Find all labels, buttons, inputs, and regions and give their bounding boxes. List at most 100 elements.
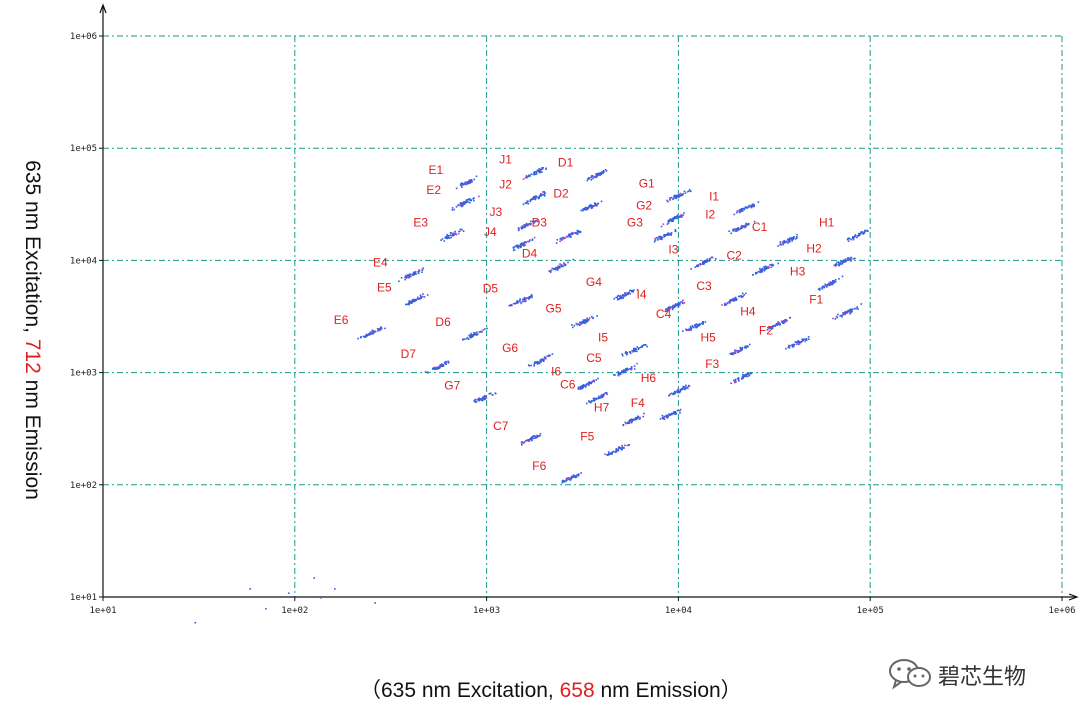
point (442, 365, 445, 367)
point (654, 239, 656, 242)
point (785, 347, 787, 350)
point (468, 335, 471, 337)
point (680, 216, 682, 218)
point (839, 262, 841, 264)
point (644, 344, 646, 346)
cluster-i6 (577, 377, 599, 390)
point (622, 295, 624, 298)
point (667, 221, 670, 223)
point (523, 226, 525, 229)
point (616, 449, 619, 451)
point (665, 414, 668, 417)
point (667, 220, 670, 222)
point (821, 286, 824, 288)
point (629, 420, 631, 422)
point (540, 168, 543, 171)
point (763, 270, 766, 272)
point (469, 199, 471, 201)
point (738, 210, 740, 213)
point (528, 440, 530, 442)
point (743, 226, 746, 229)
point (462, 230, 465, 232)
point (628, 420, 630, 423)
point (475, 331, 478, 333)
point (746, 224, 749, 226)
point (743, 208, 746, 211)
x-tick-label: 1e+04 (665, 606, 692, 616)
point (668, 306, 671, 308)
point (532, 198, 534, 200)
point (462, 338, 464, 341)
point (835, 264, 837, 266)
point (532, 220, 534, 223)
point (624, 421, 627, 424)
point (747, 346, 749, 348)
point (784, 319, 786, 321)
point (847, 240, 850, 242)
point (791, 346, 794, 348)
point (411, 300, 414, 303)
point (631, 420, 633, 423)
point (833, 280, 835, 282)
cluster-label-i3: I3 (668, 242, 678, 256)
point (734, 378, 737, 381)
cluster-label-g4: G4 (586, 275, 602, 289)
point (624, 292, 626, 294)
y-axis-title-part2: nm Emission (21, 373, 44, 500)
point (752, 203, 754, 205)
point (672, 197, 675, 199)
point (462, 203, 464, 205)
point (728, 230, 730, 232)
point (844, 258, 846, 261)
point (693, 326, 695, 329)
point (621, 370, 623, 372)
point (405, 274, 407, 277)
point (555, 242, 558, 244)
point (578, 230, 581, 233)
point (408, 303, 410, 306)
point (669, 307, 672, 310)
point (832, 281, 834, 284)
cluster-f5 (604, 444, 630, 456)
point (738, 295, 740, 298)
point (735, 230, 738, 232)
point (850, 311, 852, 314)
point (752, 273, 754, 276)
point (536, 361, 539, 364)
point (605, 170, 608, 172)
point (742, 374, 744, 376)
point (455, 187, 458, 190)
point (669, 218, 672, 221)
point (530, 295, 533, 297)
cluster-label-h5: H5 (701, 331, 717, 345)
point (739, 346, 742, 349)
point (789, 237, 791, 240)
point (783, 322, 785, 325)
point (512, 302, 515, 305)
y-axis-title: 635 nm Excitation, 712 nm Emission (16, 120, 48, 540)
point (674, 215, 676, 218)
point (733, 298, 736, 300)
point (753, 220, 756, 223)
point (736, 211, 738, 214)
point (594, 398, 597, 401)
point (596, 205, 598, 207)
point (743, 225, 746, 227)
point (538, 195, 541, 197)
point (569, 233, 571, 236)
point (635, 418, 637, 421)
point (692, 325, 694, 328)
cluster-d6 (462, 327, 488, 341)
point (852, 238, 855, 241)
point (764, 268, 767, 271)
point (640, 346, 642, 349)
point (675, 216, 677, 219)
cluster-i4 (664, 299, 686, 313)
point (766, 329, 769, 331)
point (676, 390, 679, 393)
point (588, 319, 590, 321)
point (828, 282, 830, 285)
cluster-label-e3: E3 (413, 216, 428, 230)
point (461, 201, 464, 204)
point (842, 312, 844, 314)
